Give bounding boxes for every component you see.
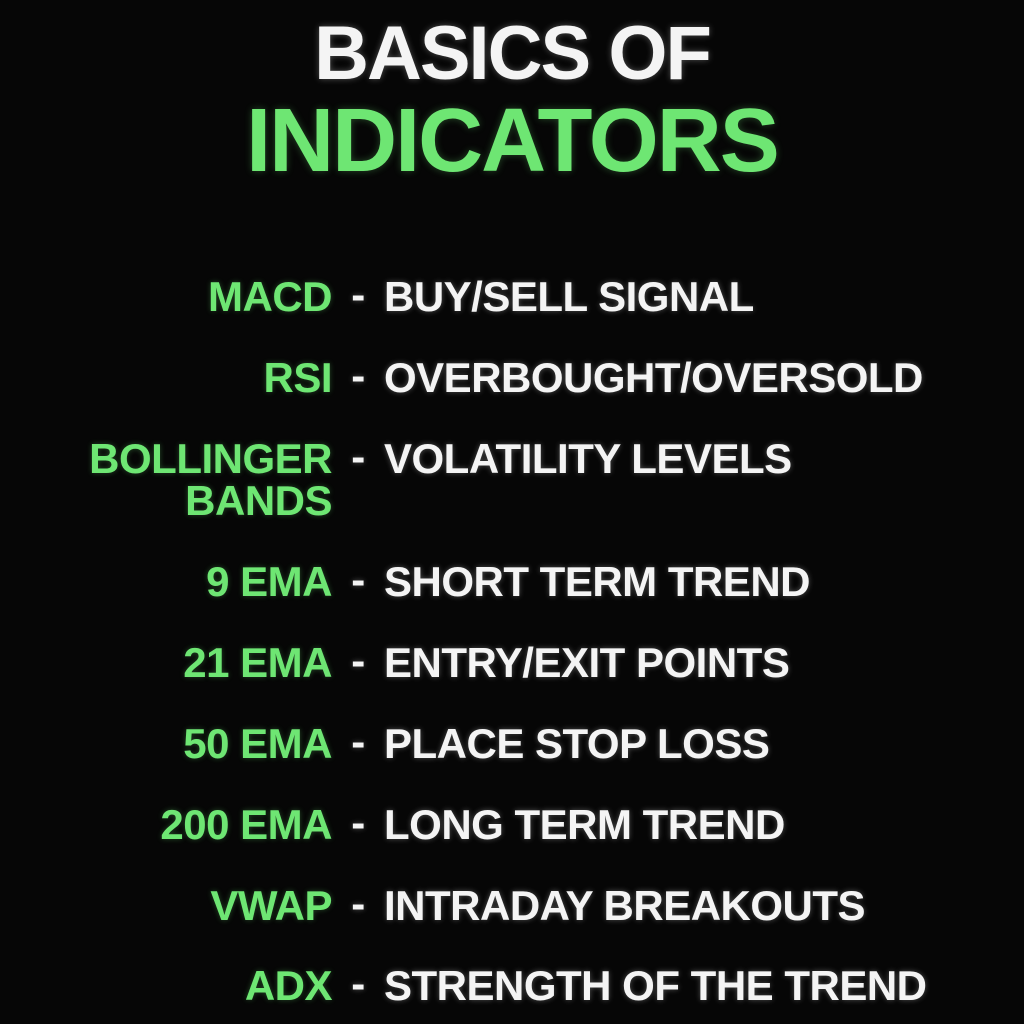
indicator-label: VWAP bbox=[210, 881, 332, 929]
separator-dash: - bbox=[351, 879, 365, 927]
list-item-adx: ADX - STRENGTH OF THE TREND bbox=[0, 960, 1024, 1010]
indicator-description: BUY/SELL SIGNAL bbox=[384, 273, 754, 320]
indicator-label-line2: BANDS bbox=[185, 477, 332, 525]
page-title-line2: INDICATORS bbox=[246, 91, 780, 191]
indicator-label: 9 EMA bbox=[206, 558, 332, 606]
indicator-label: MACD bbox=[208, 273, 332, 320]
list-item-vwap: VWAP - INTRADAY BREAKOUTS bbox=[0, 879, 1024, 929]
separator-dash: - bbox=[351, 798, 365, 846]
indicator-label-line1: BOLLINGER bbox=[89, 434, 332, 482]
indicator-description: LONG TERM TREND bbox=[384, 800, 785, 848]
indicator-description: STRENGTH OF THE TREND bbox=[384, 962, 927, 1010]
list-item-bollinger-bands: BOLLINGER BANDS - VOLATILITY LEVELS bbox=[0, 432, 1024, 525]
list-item-200ema: 200 EMA - LONG TERM TREND bbox=[0, 798, 1024, 848]
indicator-label: 50 EMA bbox=[183, 719, 332, 767]
indicator-label: RSI bbox=[263, 353, 332, 401]
separator-dash: - bbox=[351, 637, 365, 685]
list-item-50ema: 50 EMA - PLACE STOP LOSS bbox=[0, 717, 1024, 767]
separator-dash: - bbox=[351, 717, 365, 765]
page-title: BASICS OF INDICATORS bbox=[0, 11, 1024, 191]
indicator-description: SHORT TERM TREND bbox=[384, 558, 811, 606]
indicator-label: ADX bbox=[244, 962, 333, 1010]
list-item-9ema: 9 EMA - SHORT TERM TREND bbox=[0, 556, 1024, 606]
indicator-description: OVERBOUGHT/OVERSOLD bbox=[384, 353, 923, 401]
list-item-21ema: 21 EMA - ENTRY/EXIT POINTS bbox=[0, 637, 1024, 687]
separator-dash: - bbox=[351, 556, 365, 604]
indicator-label: 21 EMA bbox=[183, 639, 332, 687]
separator-dash: - bbox=[351, 351, 365, 399]
list-item-macd: MACD - BUY/SELL SIGNAL bbox=[0, 271, 1024, 320]
indicator-label: BOLLINGER BANDS bbox=[0, 434, 332, 525]
separator-dash: - bbox=[351, 432, 365, 480]
indicator-description: PLACE STOP LOSS bbox=[384, 719, 770, 767]
indicator-description: INTRADAY BREAKOUTS bbox=[384, 881, 866, 929]
indicator-description: VOLATILITY LEVELS bbox=[384, 434, 792, 482]
separator-dash: - bbox=[351, 960, 365, 1008]
indicator-description: ENTRY/EXIT POINTS bbox=[384, 639, 790, 687]
list-item-rsi: RSI - OVERBOUGHT/OVERSOLD bbox=[0, 351, 1024, 401]
indicator-list: MACD - BUY/SELL SIGNAL RSI - OVERBOUGHT/… bbox=[0, 271, 1024, 1010]
page-title-line1: BASICS OF bbox=[314, 11, 712, 96]
indicator-label: 200 EMA bbox=[160, 800, 332, 848]
separator-dash: - bbox=[351, 271, 365, 318]
